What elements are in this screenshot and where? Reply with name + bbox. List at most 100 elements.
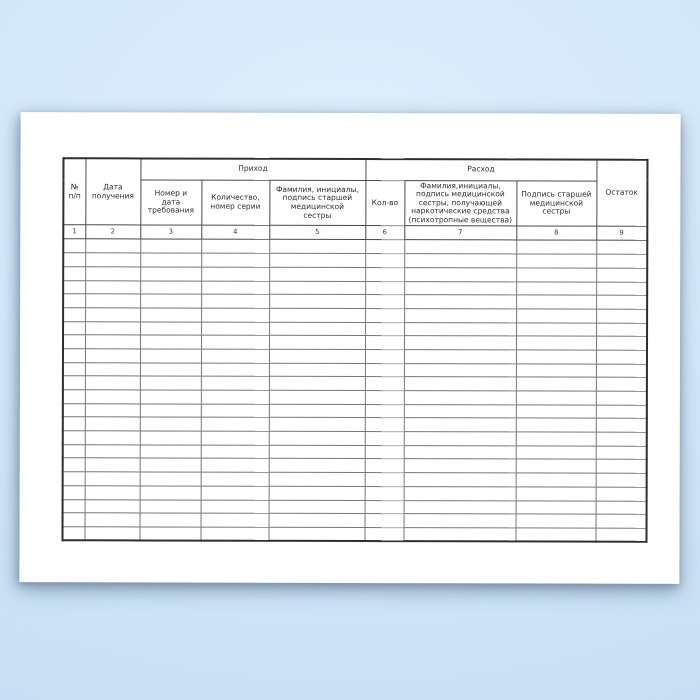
empty-cell xyxy=(365,308,405,323)
empty-cell xyxy=(85,294,141,308)
empty-cell xyxy=(139,362,201,377)
empty-cell xyxy=(84,430,140,445)
empty-cell xyxy=(84,389,140,404)
empty-cell xyxy=(268,362,365,377)
paper-sheet: № п/п Дата получения Приход Расход Остат… xyxy=(19,112,681,584)
empty-cell xyxy=(62,444,85,459)
empty-cell xyxy=(515,459,596,474)
empty-cell xyxy=(268,404,365,418)
empty-cell xyxy=(364,500,404,514)
empty-cell xyxy=(62,485,85,500)
empty-cell xyxy=(364,390,404,405)
empty-cell xyxy=(85,307,141,322)
empty-cell xyxy=(63,293,86,308)
empty-cell xyxy=(140,321,202,336)
empty-cell xyxy=(364,376,404,391)
empty-cell xyxy=(140,253,202,267)
empty-cell xyxy=(365,240,405,254)
empty-cell xyxy=(139,458,201,473)
empty-cell xyxy=(516,295,597,310)
empty-cell xyxy=(403,376,516,391)
empty-cell xyxy=(365,294,405,309)
header-group-expense: Расход xyxy=(365,159,597,181)
empty-cell xyxy=(515,486,596,501)
empty-cell xyxy=(84,513,140,527)
empty-cell xyxy=(515,418,596,433)
column-number: 3 xyxy=(140,225,202,240)
empty-cell xyxy=(85,239,141,254)
column-number: 5 xyxy=(269,225,366,241)
empty-cell xyxy=(515,390,596,405)
empty-cell xyxy=(63,252,86,267)
empty-cell xyxy=(403,335,517,350)
empty-cell xyxy=(268,431,365,446)
empty-cell xyxy=(595,528,647,542)
empty-cell xyxy=(596,336,648,351)
empty-cell xyxy=(84,376,140,390)
empty-cell xyxy=(62,362,85,377)
empty-cell xyxy=(403,363,516,378)
empty-rows xyxy=(62,239,648,542)
empty-cell xyxy=(268,486,365,501)
empty-cell xyxy=(140,307,202,322)
empty-cell xyxy=(269,267,366,282)
empty-cell xyxy=(201,308,270,322)
header-quantity: Кол-во xyxy=(365,180,405,227)
empty-cell xyxy=(84,335,141,349)
column-number: 1 xyxy=(63,225,86,240)
empty-cell xyxy=(365,281,405,295)
empty-cell xyxy=(140,266,202,281)
empty-cell xyxy=(515,377,596,392)
empty-cell xyxy=(139,499,201,514)
empty-cell xyxy=(515,445,596,460)
empty-cell xyxy=(595,391,647,405)
empty-cell xyxy=(200,349,269,363)
empty-cell xyxy=(268,390,365,405)
header-row-groups: № п/п Дата получения Приход Расход Остат… xyxy=(63,158,648,227)
empty-cell xyxy=(62,389,85,404)
empty-cell xyxy=(62,417,85,431)
empty-cell xyxy=(268,458,365,473)
empty-cell xyxy=(364,472,404,487)
empty-cell xyxy=(515,432,596,446)
empty-cell xyxy=(201,294,270,309)
empty-cell xyxy=(269,308,366,323)
empty-cell xyxy=(595,418,647,433)
empty-cell xyxy=(85,266,141,281)
empty-cell xyxy=(139,376,201,391)
empty-cell xyxy=(404,308,517,323)
empty-cell xyxy=(268,445,365,460)
empty-cell xyxy=(63,266,86,281)
empty-cell xyxy=(515,473,596,487)
empty-cell xyxy=(403,445,516,460)
empty-cell xyxy=(62,458,85,472)
empty-cell xyxy=(403,349,516,364)
empty-cell xyxy=(403,404,516,419)
register-table: № п/п Дата получения Приход Расход Остат… xyxy=(61,157,649,543)
empty-cell xyxy=(139,389,201,404)
empty-cell xyxy=(595,514,647,529)
empty-cell xyxy=(84,458,140,473)
empty-cell xyxy=(140,280,202,295)
empty-cell xyxy=(62,376,85,390)
empty-cell xyxy=(269,294,366,309)
empty-cell xyxy=(84,417,140,432)
empty-cell xyxy=(84,403,140,418)
empty-cell xyxy=(62,471,85,486)
empty-cell xyxy=(403,390,516,405)
column-number: 2 xyxy=(85,225,141,240)
empty-cell xyxy=(200,362,269,377)
empty-cell xyxy=(63,239,86,253)
empty-cell xyxy=(595,377,647,392)
empty-cell xyxy=(364,486,404,501)
empty-cell xyxy=(515,349,597,364)
empty-cell xyxy=(516,281,597,296)
empty-cell xyxy=(62,335,86,349)
empty-cell xyxy=(364,335,405,350)
empty-cell xyxy=(268,513,365,528)
empty-cell xyxy=(364,459,404,473)
empty-cell xyxy=(269,280,366,295)
empty-cell xyxy=(516,308,597,323)
empty-cell xyxy=(515,514,596,529)
